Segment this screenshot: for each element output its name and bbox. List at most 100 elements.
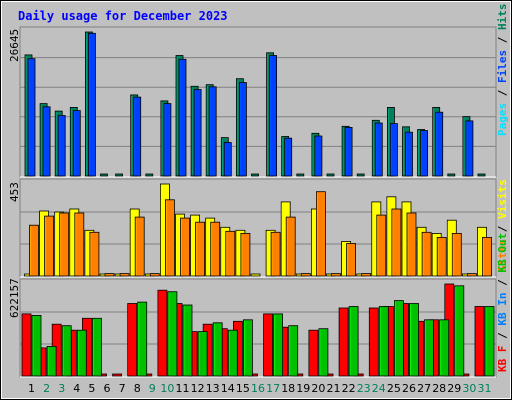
hits-legend: Pages / Files / Hits bbox=[496, 4, 509, 137]
x-label-day-17: 17 bbox=[266, 382, 280, 395]
bar-files-day-13 bbox=[208, 86, 217, 177]
x-label-day-19: 19 bbox=[296, 382, 310, 395]
bar-files-day-2 bbox=[42, 106, 51, 177]
legend-sep: / bbox=[496, 273, 509, 293]
legend-visits: Visits bbox=[496, 179, 509, 219]
bar-kb-f-day-31 bbox=[474, 306, 485, 377]
bar-kb-out-day-12 bbox=[197, 331, 208, 377]
bar-kb-out-day-11 bbox=[182, 304, 193, 377]
bar-kb-out-day-15 bbox=[242, 319, 253, 377]
bar-hits-day-6 bbox=[100, 173, 108, 177]
x-label-day-5: 5 bbox=[88, 382, 95, 395]
bar-sites-day-24 bbox=[376, 214, 387, 277]
x-label-day-6: 6 bbox=[104, 382, 111, 395]
bar-kb-out-day-27 bbox=[424, 319, 435, 377]
legend-pages: Pages bbox=[496, 103, 509, 136]
x-label-day-21: 21 bbox=[327, 382, 341, 395]
visits-legend: Sites / Visits bbox=[496, 179, 509, 272]
bar-kb-out-day-20 bbox=[318, 328, 329, 377]
bar-files-day-1 bbox=[27, 58, 36, 177]
bar-files-day-10 bbox=[163, 103, 172, 177]
bar-files-day-4 bbox=[72, 110, 81, 177]
legend-sep: / bbox=[496, 219, 509, 239]
x-label-day-8: 8 bbox=[134, 382, 141, 395]
bar-kb-out-day-13 bbox=[212, 322, 223, 377]
legend-files: Files bbox=[496, 50, 509, 83]
bar-kb-out-day-3 bbox=[61, 325, 72, 377]
legend-sep: / bbox=[496, 83, 509, 103]
bar-files-day-17 bbox=[269, 55, 278, 177]
x-label-day-16: 16 bbox=[251, 382, 265, 395]
x-label-day-13: 13 bbox=[206, 382, 220, 395]
bar-files-day-14 bbox=[223, 142, 232, 177]
bar-visits-day-16 bbox=[250, 273, 261, 277]
bar-sites-day-20 bbox=[315, 191, 326, 277]
bar-files-day-15 bbox=[238, 82, 247, 177]
x-label-day-7: 7 bbox=[119, 382, 126, 395]
bar-kb-out-day-5 bbox=[92, 317, 102, 377]
x-label-day-10: 10 bbox=[160, 382, 174, 395]
bar-kb-out-day-22 bbox=[348, 306, 359, 377]
kb-panel bbox=[19, 278, 497, 378]
bar-sites-day-6 bbox=[104, 273, 115, 277]
bar-files-day-24 bbox=[374, 122, 383, 177]
bar-sites-day-10 bbox=[164, 199, 175, 277]
bar-files-day-5 bbox=[88, 32, 96, 177]
bar-sites-day-21 bbox=[331, 273, 341, 277]
bar-kb-f-day-22 bbox=[338, 307, 349, 377]
kb-legend: KB F / KB In / KB Out bbox=[496, 233, 509, 372]
bar-sites-day-26 bbox=[406, 212, 417, 277]
bar-sites-day-17 bbox=[270, 231, 281, 277]
bar-files-day-27 bbox=[420, 130, 429, 177]
panel-background bbox=[19, 26, 497, 178]
legend-sep: / bbox=[496, 326, 509, 346]
bar-kb-f-day-17 bbox=[263, 313, 274, 377]
x-label-day-20: 20 bbox=[311, 382, 325, 395]
bar-sites-day-29 bbox=[451, 232, 462, 277]
bar-files-day-30 bbox=[465, 120, 474, 177]
x-label-day-14: 14 bbox=[221, 382, 235, 395]
bar-hits-day-31 bbox=[477, 173, 486, 177]
bar-kb-out-day-14 bbox=[227, 329, 238, 377]
bar-sites-day-7 bbox=[119, 273, 130, 277]
legend-sep: / bbox=[496, 30, 509, 50]
x-axis-day-labels: 1 2 3 4 5 6 7 8 9 10 11 12 13 14 15 16 17 18 19 20 21 22 23 24 2… bbox=[28, 382, 492, 395]
bar-kb-out-day-17 bbox=[273, 313, 284, 377]
bar-sites-day-4 bbox=[74, 212, 85, 277]
bar-kb-out-day-28 bbox=[439, 319, 450, 377]
bar-files-day-3 bbox=[57, 115, 66, 177]
bar-kb-out-day-24 bbox=[378, 306, 389, 377]
visits-axis-max-label: 453 bbox=[8, 182, 21, 202]
bar-hits-day-19 bbox=[296, 173, 305, 177]
bar-files-day-12 bbox=[193, 89, 202, 177]
bar-sites-day-8 bbox=[134, 216, 145, 277]
bar-kb-out-day-25 bbox=[393, 300, 404, 377]
bar-files-day-28 bbox=[435, 111, 444, 177]
bar-sites-day-22 bbox=[346, 243, 357, 277]
bar-kb-out-day-4 bbox=[76, 329, 87, 377]
x-label-day-18: 18 bbox=[281, 382, 295, 395]
bar-kb-out-day-18 bbox=[288, 325, 299, 377]
x-label-day-28: 28 bbox=[432, 382, 446, 395]
bar-sites-day-28 bbox=[436, 236, 447, 277]
bar-kb-f-day-1 bbox=[21, 313, 32, 377]
bar-hits-day-21 bbox=[326, 173, 335, 177]
bar-kb-out-day-8 bbox=[137, 301, 148, 377]
bar-sites-day-12 bbox=[195, 221, 206, 277]
bar-sites-day-9 bbox=[149, 273, 160, 277]
legend-kb-out: KB Out bbox=[496, 233, 509, 273]
legend-sites: Sites bbox=[496, 239, 509, 272]
bar-kb-f-day-10 bbox=[157, 289, 168, 377]
legend-hits: Hits bbox=[496, 4, 509, 31]
bar-kb-out-day-1 bbox=[31, 314, 42, 377]
x-label-day-11: 11 bbox=[176, 382, 190, 395]
bar-hits-day-23 bbox=[356, 173, 365, 177]
bar-hits-day-9 bbox=[145, 173, 154, 177]
kb-axis-max-label: 622157 bbox=[8, 278, 21, 318]
bar-hits-day-7 bbox=[115, 173, 123, 177]
bar-sites-day-30 bbox=[466, 273, 477, 277]
x-label-day-22: 22 bbox=[342, 382, 356, 395]
bar-sites-day-3 bbox=[59, 212, 70, 277]
bar-hits-day-16 bbox=[251, 173, 259, 177]
x-label-day-1: 1 bbox=[28, 382, 35, 395]
